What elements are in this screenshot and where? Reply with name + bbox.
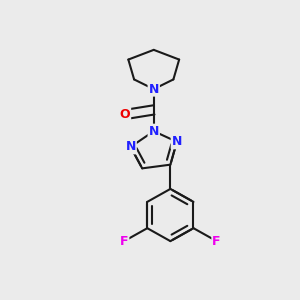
Text: F: F xyxy=(212,235,221,248)
Text: N: N xyxy=(148,125,159,138)
Text: N: N xyxy=(125,140,136,153)
Text: O: O xyxy=(120,108,130,121)
Text: N: N xyxy=(148,82,159,96)
Text: F: F xyxy=(120,235,128,248)
Text: N: N xyxy=(172,135,182,148)
